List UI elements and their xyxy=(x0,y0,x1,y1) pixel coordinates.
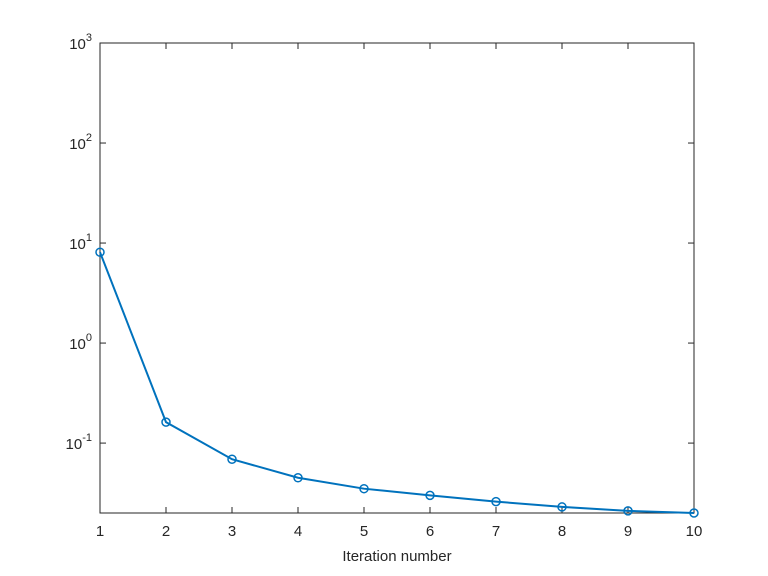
marker xyxy=(689,508,699,518)
x-tick-label: 2 xyxy=(162,523,170,540)
x-tick-label: 3 xyxy=(228,523,236,540)
x-tick-label: 8 xyxy=(558,523,566,540)
marker xyxy=(227,454,237,464)
series-line xyxy=(99,251,695,514)
x-tick-label: 4 xyxy=(294,523,302,540)
marker xyxy=(95,247,105,257)
marker xyxy=(623,506,633,516)
x-tick-label: 9 xyxy=(624,523,632,540)
marker xyxy=(359,483,369,494)
x-tick-label: 10 xyxy=(686,523,703,540)
x-tick-label: 6 xyxy=(426,523,434,540)
marker xyxy=(161,417,171,427)
marker xyxy=(293,473,303,483)
x-axis-label: Iteration number xyxy=(342,548,451,565)
marker xyxy=(425,490,435,501)
marker xyxy=(557,502,567,512)
y-tick-label: 101 xyxy=(69,232,92,253)
y-tick-label: 102 xyxy=(69,132,92,153)
x-tick-label: 5 xyxy=(360,523,368,540)
y-tick-label: 10-1 xyxy=(66,432,92,453)
marker xyxy=(491,496,501,507)
x-tick-label: 1 xyxy=(96,523,104,540)
y-tick-label: 100 xyxy=(69,332,92,353)
x-tick-label: 7 xyxy=(492,523,500,540)
axes-box xyxy=(99,42,695,514)
y-tick-label: 103 xyxy=(69,32,92,53)
